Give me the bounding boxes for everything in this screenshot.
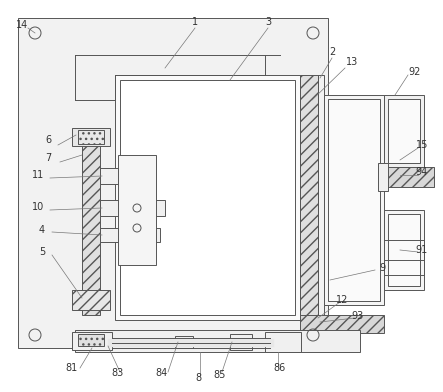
Text: 83: 83 (112, 368, 124, 378)
Bar (384, 210, 424, 290)
Bar (300, 315, 384, 333)
Text: 9: 9 (379, 263, 385, 273)
Bar (378, 163, 388, 191)
Text: 4: 4 (39, 225, 45, 235)
Bar (100, 168, 155, 184)
Bar (265, 332, 301, 352)
Text: 10: 10 (32, 202, 44, 212)
Bar (75, 330, 360, 352)
Text: 13: 13 (346, 57, 358, 67)
Text: 81: 81 (66, 363, 78, 373)
Text: 86: 86 (274, 363, 286, 373)
Bar (388, 99, 420, 163)
Text: 3: 3 (265, 17, 271, 27)
Text: 14: 14 (16, 20, 28, 30)
Text: 84: 84 (156, 368, 168, 378)
Bar (78, 130, 104, 144)
Bar (82, 140, 100, 315)
Bar (300, 75, 318, 320)
Text: 93: 93 (352, 311, 364, 321)
Bar (72, 332, 112, 350)
Bar (120, 80, 295, 315)
Text: 6: 6 (45, 135, 51, 145)
Bar (318, 75, 324, 320)
Bar (78, 334, 104, 346)
Bar (115, 75, 300, 320)
Text: 2: 2 (329, 47, 335, 57)
Bar (230, 334, 252, 350)
Text: 15: 15 (416, 140, 428, 150)
Bar (100, 228, 160, 242)
Bar (175, 336, 193, 348)
Text: 94: 94 (416, 167, 428, 177)
Bar (384, 95, 424, 167)
Bar (328, 99, 380, 301)
Text: 85: 85 (214, 370, 226, 380)
Bar (72, 128, 110, 146)
Bar (324, 95, 384, 305)
Text: 92: 92 (409, 67, 421, 77)
Text: 8: 8 (195, 373, 201, 383)
Text: 12: 12 (336, 295, 348, 305)
Bar (72, 290, 110, 310)
Bar (388, 214, 420, 286)
Text: 11: 11 (32, 170, 44, 180)
Text: 1: 1 (192, 17, 198, 27)
Text: 7: 7 (45, 153, 51, 163)
Text: 91: 91 (416, 245, 428, 255)
Bar (118, 155, 156, 265)
Bar (384, 167, 434, 187)
Bar (100, 200, 165, 216)
Bar (18, 18, 328, 348)
Text: 5: 5 (39, 247, 45, 257)
